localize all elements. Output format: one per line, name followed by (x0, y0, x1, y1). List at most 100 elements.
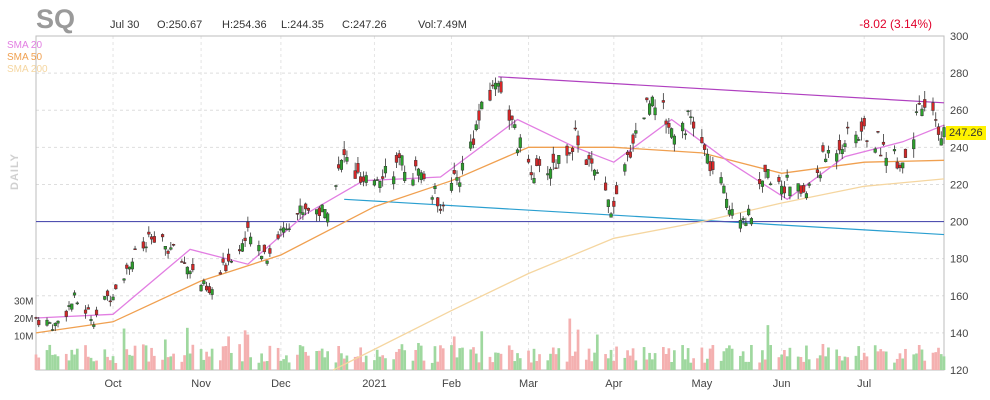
candle-body (587, 155, 591, 160)
candle-body (537, 159, 542, 166)
candle-body (364, 175, 368, 183)
volume-bar (296, 354, 299, 370)
volume-bar (450, 345, 453, 370)
candle-body (103, 296, 107, 300)
candle-body (824, 158, 828, 162)
candle-body (859, 121, 864, 132)
candle-body (708, 161, 712, 172)
volume-bar (799, 357, 803, 370)
volume-bar (722, 351, 726, 370)
candle-body (75, 302, 79, 305)
volume-bar (807, 359, 811, 370)
legend-sma50: SMA 50 (7, 52, 43, 63)
candle-body (711, 161, 715, 170)
volume-bar (95, 360, 98, 370)
volume-bar (606, 358, 610, 370)
candle-body (345, 157, 349, 162)
volume-tick-label: 10M (14, 332, 33, 343)
candle-body (469, 141, 473, 149)
candle-body (758, 179, 762, 184)
candle-body (513, 124, 517, 128)
volume-bar (279, 360, 283, 370)
candle-body (592, 169, 597, 176)
candle-body (480, 101, 484, 110)
candle-body (295, 213, 299, 215)
candle-body (89, 319, 93, 321)
candle-body (670, 128, 674, 138)
volume-bar (378, 356, 382, 370)
volume-tick-label: 30M (14, 297, 33, 308)
period-label: DAILY (9, 153, 21, 190)
candle-body (862, 118, 866, 127)
volume-bar (130, 355, 134, 370)
candle-body (37, 319, 41, 326)
candle-body (229, 261, 233, 263)
candle-body (499, 81, 503, 93)
price-tick-label: 120 (950, 365, 968, 377)
candle-body (339, 159, 344, 170)
candle-body (681, 122, 685, 132)
volume-bar (604, 354, 607, 370)
candle-body (843, 143, 847, 148)
volume-bar (667, 348, 671, 370)
volume-bar (301, 346, 305, 370)
volume-bar (183, 355, 186, 370)
candle-body (438, 208, 443, 211)
volume-bar (796, 356, 800, 370)
legend-sma20: SMA 20 (7, 40, 43, 51)
volume-bar (873, 345, 877, 370)
volume-bar (221, 346, 225, 370)
volume-bar (728, 345, 731, 370)
candle-body (493, 82, 498, 90)
volume-bar (923, 360, 927, 370)
candle-body (182, 262, 187, 264)
volume-bar (86, 356, 90, 370)
volume-bar (507, 345, 511, 370)
candle-body (642, 117, 646, 120)
candle-body (568, 152, 572, 154)
price-tick-label: 200 (950, 217, 968, 229)
candle-body (378, 181, 382, 188)
candle-body (304, 203, 308, 210)
candle-body (515, 149, 520, 154)
volume-bar (862, 352, 866, 370)
volume-bar (876, 351, 880, 370)
volume-bar (67, 360, 71, 370)
candle-body (416, 168, 421, 176)
volume-bar (73, 354, 76, 370)
volume-bar (103, 349, 107, 370)
volume-bar (769, 345, 772, 370)
volume-bar (340, 353, 343, 370)
candle-body (796, 183, 800, 192)
candle-body (218, 272, 222, 275)
candle-body (127, 266, 132, 270)
volume-bar (114, 362, 118, 370)
candle-body (400, 155, 404, 166)
volume-bar (513, 361, 517, 370)
volume-bar (865, 356, 869, 370)
date-tick-label: May (691, 378, 712, 390)
candle-body (72, 292, 77, 296)
support-trendline (344, 198, 945, 236)
candle-body (837, 140, 842, 151)
candle-body (590, 158, 594, 164)
candle-body (160, 234, 165, 238)
candle-body (67, 305, 71, 307)
candle-body (766, 169, 770, 178)
volume-bar (827, 347, 830, 370)
quote-close: C:247.26 (342, 19, 387, 31)
candle-body (92, 324, 96, 327)
candle-body (917, 103, 921, 105)
candle-body (317, 207, 321, 216)
volume-bar (53, 354, 57, 370)
volume-bar (392, 359, 396, 370)
volume-bar (353, 356, 357, 370)
candle-body (672, 135, 676, 145)
candle-body (105, 290, 110, 297)
candle-body (653, 107, 657, 116)
volume-bar (326, 351, 330, 370)
candle-body (133, 248, 137, 251)
volume-bar (551, 347, 555, 370)
candle-body (202, 280, 206, 285)
